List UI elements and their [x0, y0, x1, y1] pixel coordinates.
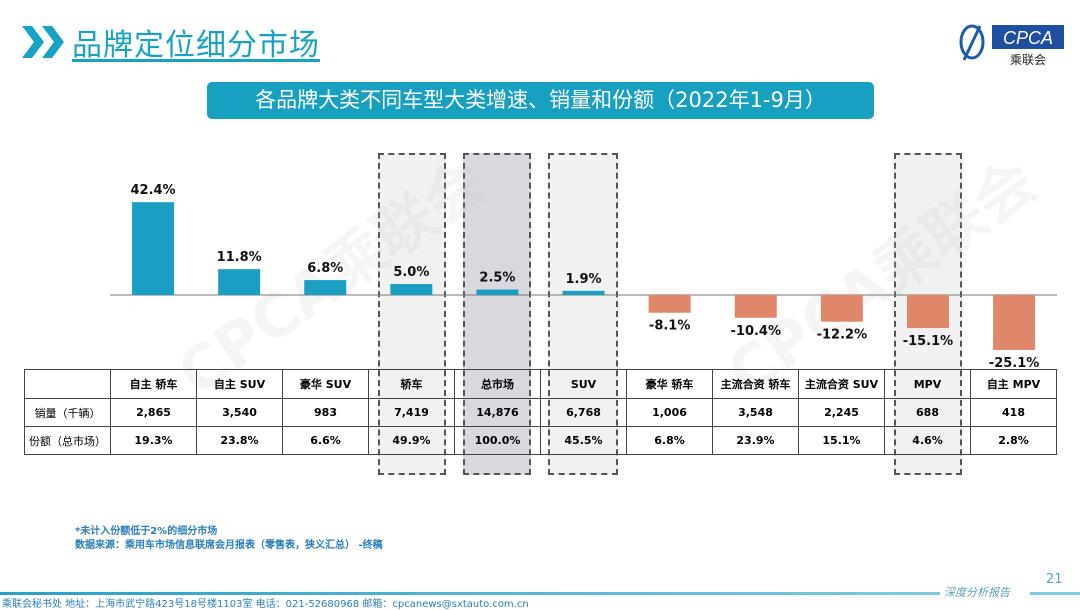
table-cell: 49.9% [368, 426, 455, 455]
data-label: -25.1% [989, 356, 1040, 370]
table-header-row: 自主 轿车 自主 SUV 豪华 SUV 轿车 总市场 SUV 豪华 轿车 主流合资 轿车 主流合… [24, 369, 1057, 399]
column-header: MPV [884, 369, 971, 399]
table-cell: 3,540 [196, 398, 283, 427]
table-cell: 4.6% [884, 426, 971, 455]
bar-0 [132, 202, 175, 295]
column-header: SUV [540, 369, 627, 399]
notes: *未计入份额低于2%的细分市场 数据来源：乘用车市场信息联席会月报表（零售表，狭… [75, 525, 383, 553]
data-label: -10.4% [731, 324, 782, 339]
column-header: 豪华 轿车 [626, 369, 713, 399]
column-header: 主流合资 SUV [798, 369, 885, 399]
data-label: -12.2% [817, 328, 868, 343]
footer-divider [0, 592, 940, 595]
table-corner [24, 369, 111, 399]
bar-3 [390, 284, 433, 295]
data-label: 5.0% [393, 265, 429, 280]
chevron-icon [22, 26, 68, 62]
data-label: 2.5% [479, 271, 515, 286]
table-cell: 2.8% [970, 426, 1057, 455]
footer-contact: 乘联会秘书处 地址：上海市武宁路423号18号楼1103室 电话：021-526… [2, 599, 529, 610]
table-cell: 688 [884, 398, 971, 427]
table-cell: 19.3% [110, 426, 197, 455]
bar-1 [218, 269, 261, 295]
note-source: 数据来源：乘用车市场信息联席会月报表（零售表，狭义汇总） -终稿 [75, 540, 383, 551]
bar-7 [734, 295, 777, 318]
table-cell: 1,006 [626, 398, 713, 427]
page-title: 品牌定位细分市场 [72, 28, 320, 63]
table-cell: 2,245 [798, 398, 885, 427]
row-label: 销量（千辆） [24, 398, 111, 427]
table-cell: 3,548 [712, 398, 799, 427]
bar-chart: 42.4% 11.8% 6.8% 5.0% 2.5% 1.9% -8.1% -10.4% -12… [110, 183, 1057, 370]
cpca-logo: CPCA 乘联会 [958, 20, 1066, 68]
table-cell: 23.8% [196, 426, 283, 455]
row-label: 份额（总市场） [24, 426, 111, 455]
data-label: 11.8% [217, 250, 262, 265]
bar-9 [906, 295, 949, 329]
svg-text:CPCA: CPCA [1003, 28, 1053, 48]
column-header: 自主 轿车 [110, 369, 197, 399]
data-table: 自主 轿车 自主 SUV 豪华 SUV 轿车 总市场 SUV 豪华 轿车 主流合资 轿车 主流合… [24, 369, 1057, 455]
page-number: 21 [1046, 572, 1063, 587]
column-header: 总市场 [454, 369, 541, 399]
column-header: 轿车 [368, 369, 455, 399]
column-header: 豪华 SUV [282, 369, 369, 399]
table-row: 销量（千辆） 2,865 3,540 983 7,419 14,876 6,768 1,006… [24, 398, 1057, 427]
footer-tag: 深度分析报告 [944, 586, 1010, 599]
bar-2 [304, 280, 347, 295]
table-cell: 6.8% [626, 426, 713, 455]
svg-text:乘联会: 乘联会 [1010, 53, 1046, 67]
bar-4 [476, 289, 519, 295]
bar-10 [993, 295, 1036, 350]
data-label: 42.4% [130, 183, 175, 198]
data-label: 1.9% [566, 272, 602, 287]
table-cell: 23.9% [712, 426, 799, 455]
table-cell: 100.0% [454, 426, 541, 455]
column-header: 主流合资 轿车 [712, 369, 799, 399]
table-row: 份额（总市场） 19.3% 23.8% 6.6% 49.9% 100.0% 45.5% 6.8… [24, 426, 1057, 455]
column-header: 自主 MPV [970, 369, 1057, 399]
data-label: 6.8% [307, 261, 343, 276]
table-cell: 983 [282, 398, 369, 427]
table-cell: 6.6% [282, 426, 369, 455]
bar-6 [648, 295, 691, 313]
table-cell: 45.5% [540, 426, 627, 455]
footer-divider [1030, 592, 1080, 595]
table-cell: 418 [970, 398, 1057, 427]
column-header: 自主 SUV [196, 369, 283, 399]
data-label: -15.1% [903, 334, 954, 349]
table-cell: 7,419 [368, 398, 455, 427]
note-exclusion: *未计入份额低于2%的细分市场 [75, 526, 218, 537]
table-cell: 2,865 [110, 398, 197, 427]
bar-5 [562, 290, 605, 295]
table-cell: 14,876 [454, 398, 541, 427]
bar-8 [820, 295, 863, 322]
table-cell: 6,768 [540, 398, 627, 427]
chart-subtitle-banner: 各品牌大类不同车型大类增速、销量和份额（2022年1-9月） [207, 82, 874, 119]
data-label: -8.1% [649, 319, 690, 334]
table-cell: 15.1% [798, 426, 885, 455]
